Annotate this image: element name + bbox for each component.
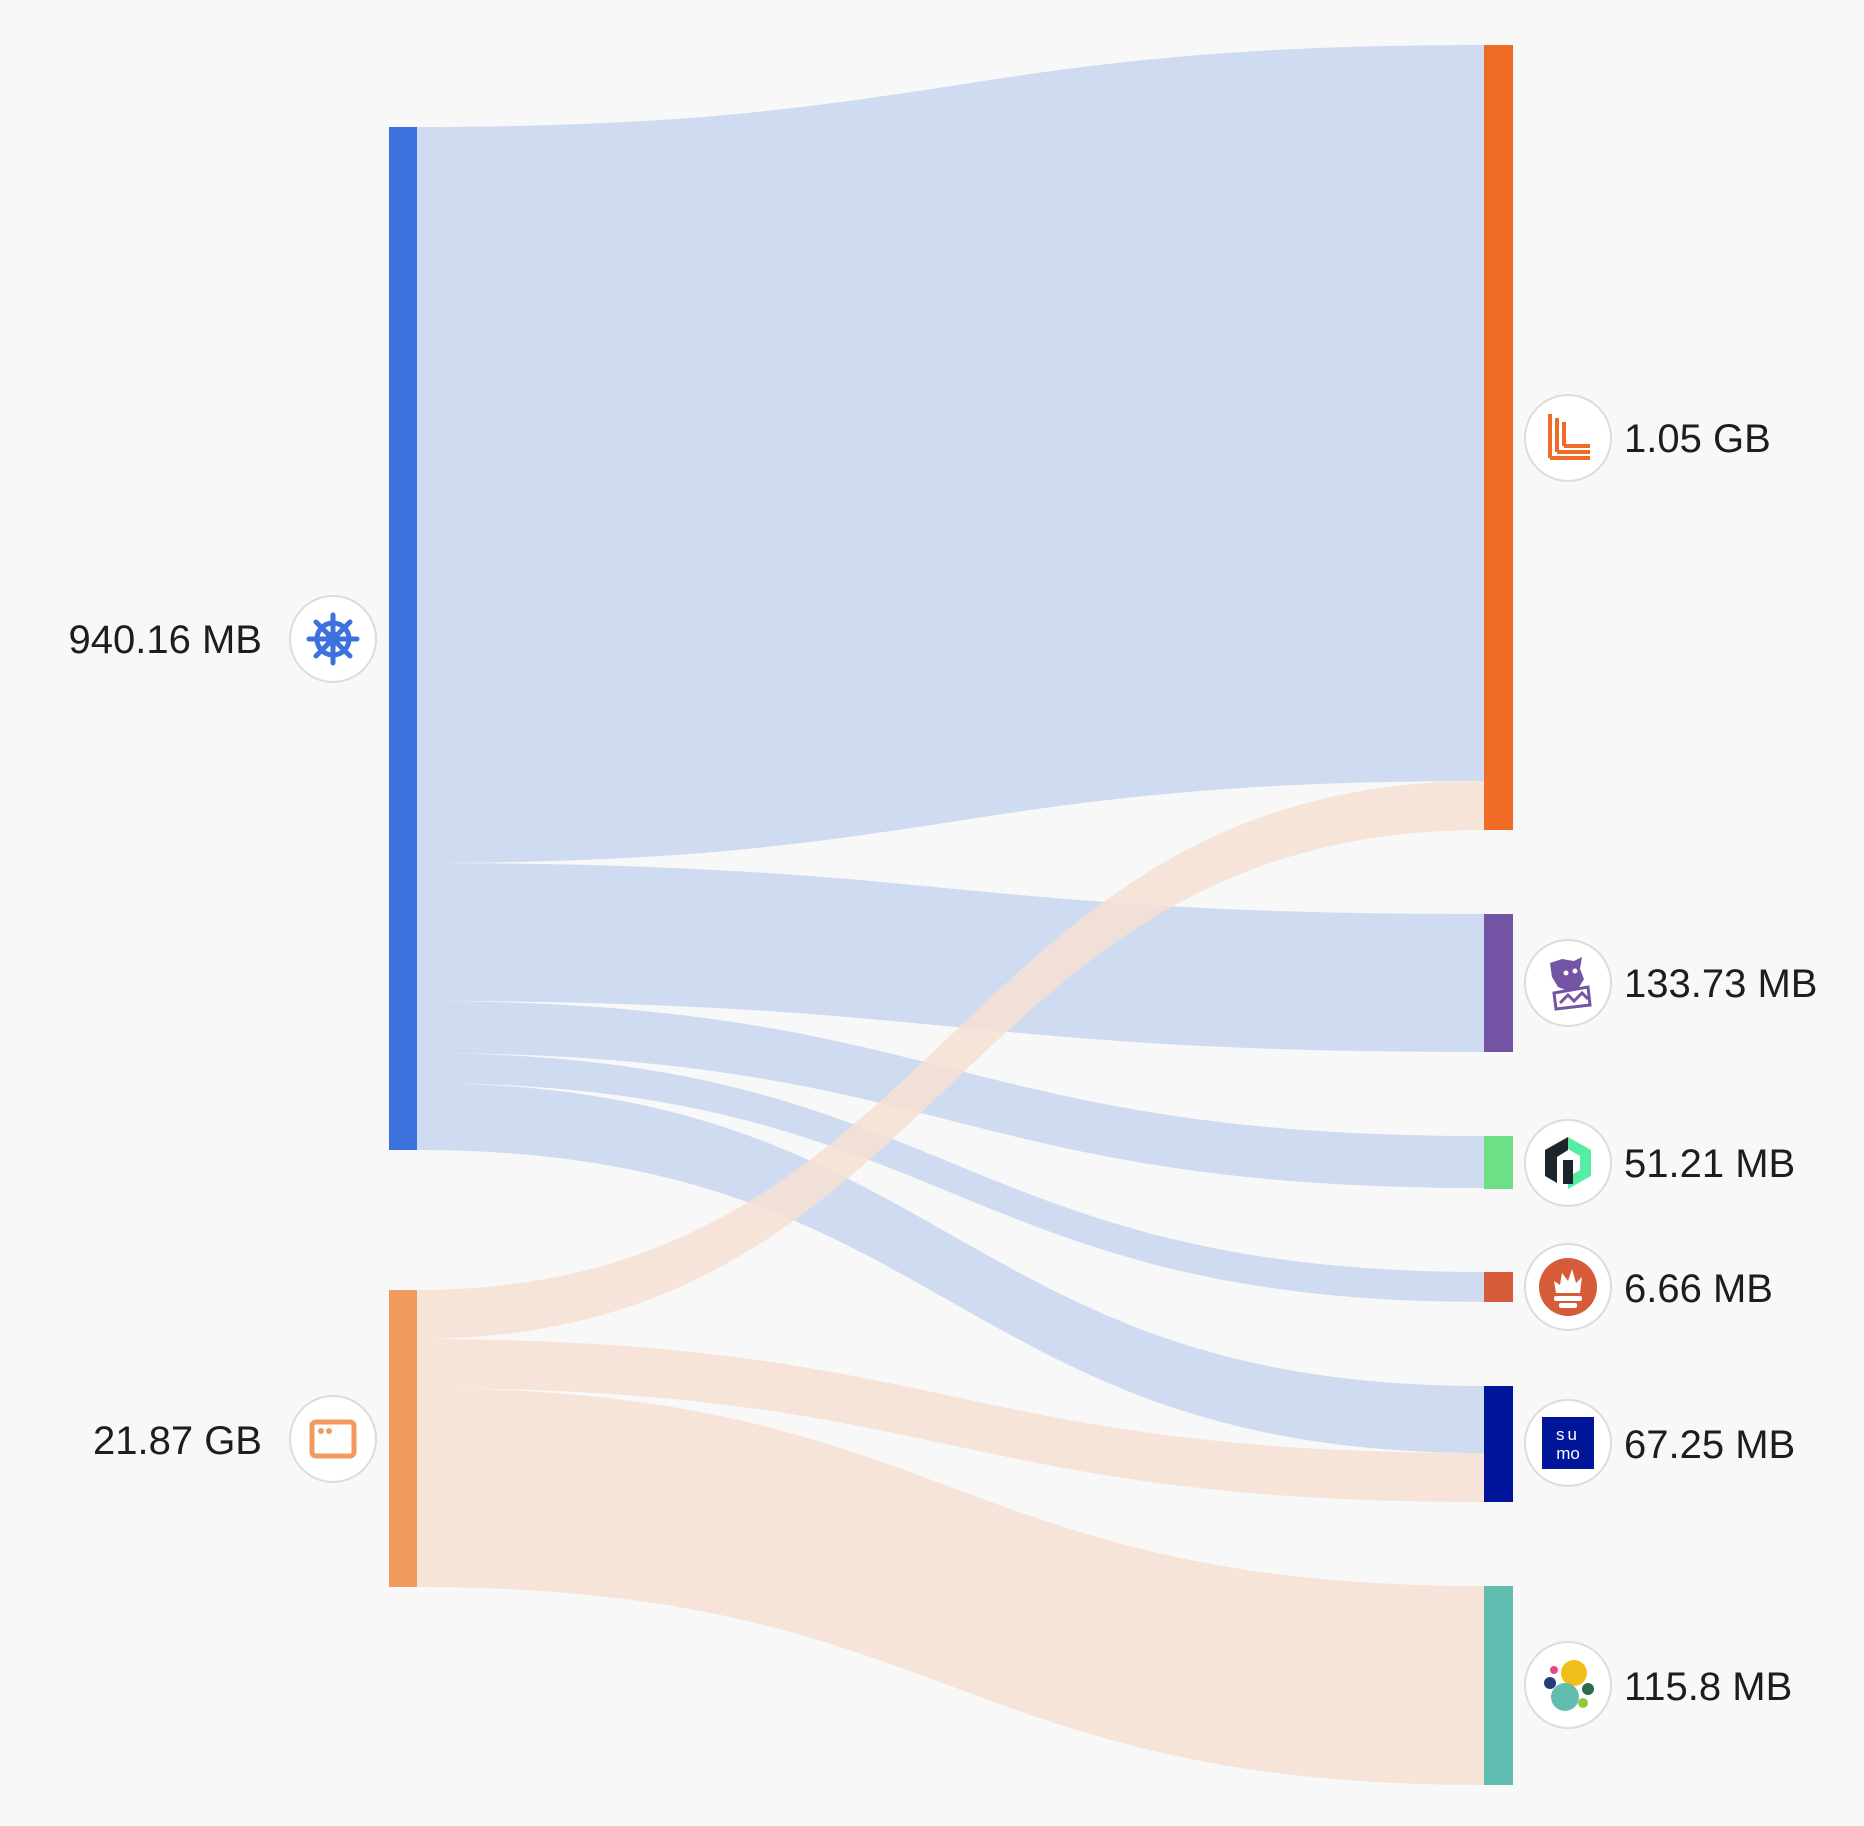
icon-badge	[1524, 394, 1612, 482]
dest-value-label: 67.25 MB	[1624, 1423, 1795, 1467]
dest-value-label: 6.66 MB	[1624, 1267, 1773, 1311]
flow-kubernetes-to-prometheus[interactable]	[417, 1053, 1484, 1302]
dest-value-label: 51.21 MB	[1624, 1142, 1795, 1186]
dest-node-datadog[interactable]	[1484, 914, 1513, 1052]
dest-elastic: 115.8 MB	[1524, 1641, 1792, 1729]
dest-node-loki[interactable]	[1484, 45, 1513, 830]
loki-icon	[1548, 414, 1590, 460]
dest-value-label: 1.05 GB	[1624, 417, 1771, 461]
sumo-logic-icon: su mo	[1542, 1417, 1594, 1469]
dest-node-sumo[interactable]	[1484, 1386, 1513, 1502]
flow-kubernetes-to-loki[interactable]	[417, 45, 1484, 863]
dest-node-elastic[interactable]	[1484, 1586, 1513, 1785]
flow-host-to-elastic[interactable]	[417, 1388, 1484, 1785]
source-node-host[interactable]	[389, 1290, 417, 1587]
source-value-label: 940.16 MB	[69, 618, 262, 662]
dest-value-label: 115.8 MB	[1624, 1665, 1792, 1709]
flow-kubernetes-to-datadog[interactable]	[417, 863, 1484, 1052]
source-kubernetes: 940.16 MB	[69, 595, 377, 683]
source-host: 21.87 GB	[93, 1395, 377, 1483]
source-node-kubernetes[interactable]	[389, 127, 417, 1150]
dest-datadog: 133.73 MB	[1524, 939, 1817, 1027]
icon-badge	[289, 1395, 377, 1483]
kubernetes-helm-icon	[306, 612, 360, 666]
dest-node-newrelic[interactable]	[1484, 1136, 1513, 1189]
dest-sumo: su mo 67.25 MB	[1524, 1399, 1795, 1487]
flow-host-to-sumo[interactable]	[417, 1339, 1484, 1502]
sumo-logo-text-bottom: mo	[1556, 1444, 1580, 1463]
flow-host-to-loki[interactable]	[417, 781, 1484, 1339]
prometheus-icon	[1539, 1258, 1597, 1316]
dest-node-prometheus[interactable]	[1484, 1272, 1513, 1302]
flow-links	[417, 45, 1484, 1785]
dest-prometheus: 6.66 MB	[1524, 1243, 1773, 1331]
flow-kubernetes-to-sumo[interactable]	[417, 1083, 1484, 1453]
datadog-icon	[1550, 957, 1592, 1011]
dest-value-label: 133.73 MB	[1624, 962, 1817, 1006]
browser-window-icon	[309, 1419, 357, 1459]
dest-loki: 1.05 GB	[1524, 394, 1771, 482]
dest-newrelic: 51.21 MB	[1524, 1119, 1795, 1207]
sumo-logo-text-top: su	[1556, 1425, 1580, 1444]
elastic-icon	[1544, 1660, 1594, 1711]
new-relic-icon	[1545, 1137, 1591, 1189]
flow-kubernetes-to-newrelic[interactable]	[417, 1001, 1484, 1188]
source-value-label: 21.87 GB	[93, 1419, 262, 1463]
